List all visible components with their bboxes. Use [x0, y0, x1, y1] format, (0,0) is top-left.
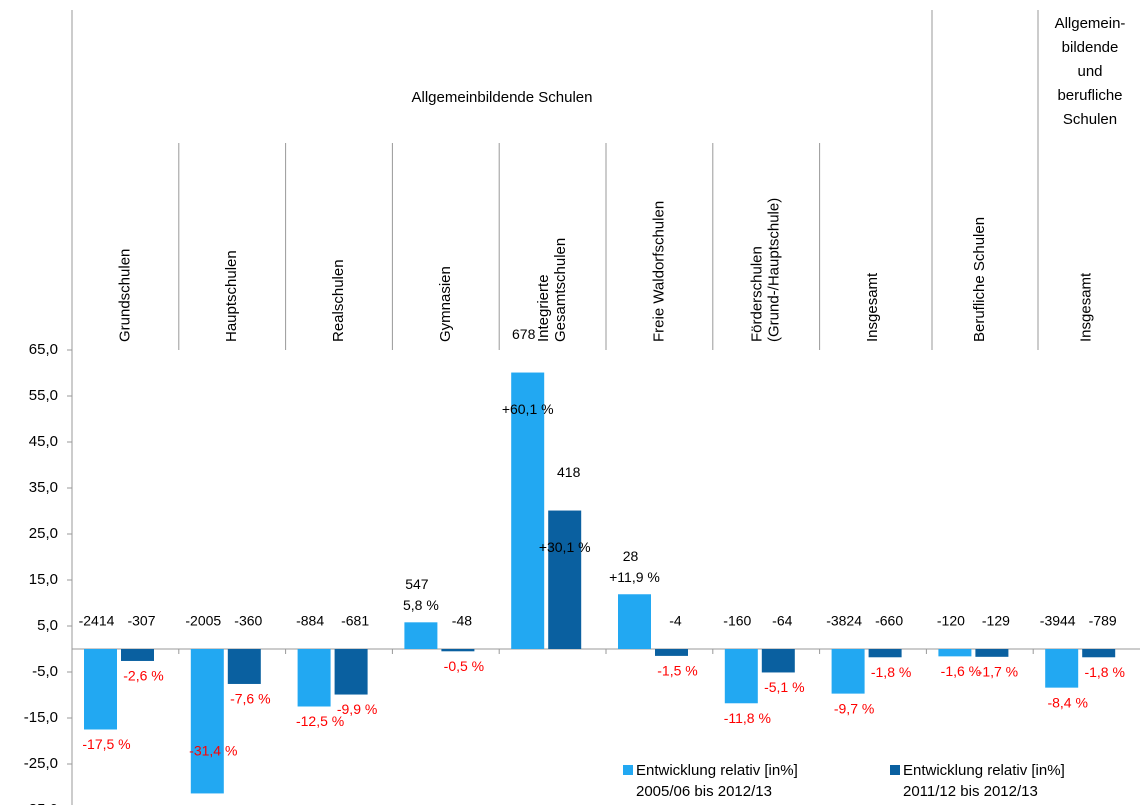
- absolute-label: -64: [772, 613, 792, 629]
- value-label: +30,1 %: [539, 539, 591, 555]
- absolute-label: 418: [557, 464, 581, 480]
- absolute-label: -360: [234, 613, 262, 629]
- value-label: -2,6 %: [123, 668, 163, 684]
- value-label: -1,8 %: [871, 664, 911, 680]
- absolute-label: -48: [452, 613, 472, 629]
- value-label: +60,1 %: [502, 401, 554, 417]
- value-label: -31,4 %: [189, 743, 237, 759]
- bar: [511, 372, 545, 649]
- value-label: -12,5 %: [296, 713, 344, 729]
- group-title: Allgemeinbildende Schulen: [412, 89, 593, 106]
- y-tick-label: -15,0: [24, 709, 58, 726]
- y-tick-label: -35,0: [24, 801, 58, 805]
- absolute-label: -2414: [79, 613, 115, 629]
- value-label: -1,6 %: [941, 663, 981, 679]
- value-label: -9,7 %: [834, 700, 874, 716]
- bar: [975, 649, 1009, 657]
- category-label: Insgesamt: [864, 272, 881, 342]
- absolute-label: -160: [723, 613, 751, 629]
- absolute-label: -660: [875, 613, 903, 629]
- y-tick-label: 45,0: [29, 433, 58, 450]
- bar: [655, 649, 688, 656]
- bar: [548, 510, 582, 649]
- category-label: Berufliche Schulen: [971, 217, 988, 342]
- y-tick-label: 65,0: [29, 341, 58, 358]
- bar: [404, 622, 438, 649]
- absolute-label: 547: [405, 576, 429, 592]
- absolute-label: 678: [512, 326, 536, 342]
- legend-swatch: [623, 765, 633, 775]
- bar: [1082, 649, 1116, 658]
- value-label: -7,6 %: [230, 691, 270, 707]
- bar: [297, 649, 331, 707]
- bar: [190, 649, 224, 794]
- y-tick-label: 5,0: [37, 617, 58, 634]
- absolute-label: -307: [127, 613, 155, 629]
- value-label: -0,5 %: [444, 658, 484, 674]
- bar: [761, 649, 795, 673]
- category-label: Insgesamt: [1078, 272, 1095, 342]
- value-label: 5,8 %: [403, 597, 439, 613]
- category-label: Hauptschulen: [223, 250, 240, 342]
- y-tick-label: 55,0: [29, 387, 58, 404]
- bar: [227, 649, 261, 684]
- absolute-label: -789: [1089, 613, 1117, 629]
- absolute-label: -681: [341, 613, 369, 629]
- absolute-label: -129: [982, 613, 1010, 629]
- value-label: -1,7 %: [978, 664, 1018, 680]
- y-tick-label: 15,0: [29, 571, 58, 588]
- absolute-label: -3944: [1040, 613, 1076, 629]
- y-tick-label: 35,0: [29, 479, 58, 496]
- bar: [618, 594, 651, 649]
- y-tick-label: -5,0: [32, 663, 58, 680]
- value-label: -5,1 %: [764, 679, 804, 695]
- bar: [334, 649, 368, 695]
- value-label: -9,9 %: [337, 701, 377, 717]
- bar: [868, 649, 902, 658]
- group-title: Allgemein-bildende und berufliche Schulen: [1055, 15, 1126, 128]
- bar: [441, 649, 475, 652]
- category-label: Realschulen: [330, 259, 347, 342]
- bar: [938, 649, 972, 657]
- absolute-label: -884: [296, 613, 324, 629]
- bar: [724, 649, 758, 704]
- absolute-label: -2005: [185, 613, 221, 629]
- category-label: IntegrierteGesamtschulen: [535, 238, 569, 342]
- bar: [831, 649, 865, 694]
- bar: [121, 649, 154, 661]
- category-label: Förderschulen(Grund-/Hauptschule): [749, 198, 783, 342]
- category-label: Grundschulen: [116, 249, 133, 342]
- absolute-label: -3824: [826, 613, 862, 629]
- bar: [84, 649, 117, 730]
- legend-label: Entwicklung relativ [in%] 2011/12 bis 201…: [903, 762, 1065, 800]
- legend-label: Entwicklung relativ [in%] 2005/06 bis 201…: [636, 762, 798, 800]
- value-label: -17,5 %: [82, 736, 130, 752]
- value-label: -8,4 %: [1047, 694, 1087, 710]
- absolute-label: 28: [623, 548, 639, 564]
- value-label: -1,5 %: [657, 663, 697, 679]
- value-label: -1,8 %: [1084, 664, 1124, 680]
- absolute-label: -4: [669, 613, 682, 629]
- y-tick-label: -25,0: [24, 755, 58, 772]
- value-label: -11,8 %: [724, 710, 771, 726]
- absolute-label: -120: [937, 613, 965, 629]
- category-label: Freie Waldorfschulen: [650, 201, 667, 342]
- value-label: +11,9 %: [609, 569, 660, 585]
- legend-swatch: [890, 765, 900, 775]
- y-tick-label: 25,0: [29, 525, 58, 542]
- bar: [1045, 649, 1079, 688]
- category-label: Gymnasien: [437, 266, 454, 342]
